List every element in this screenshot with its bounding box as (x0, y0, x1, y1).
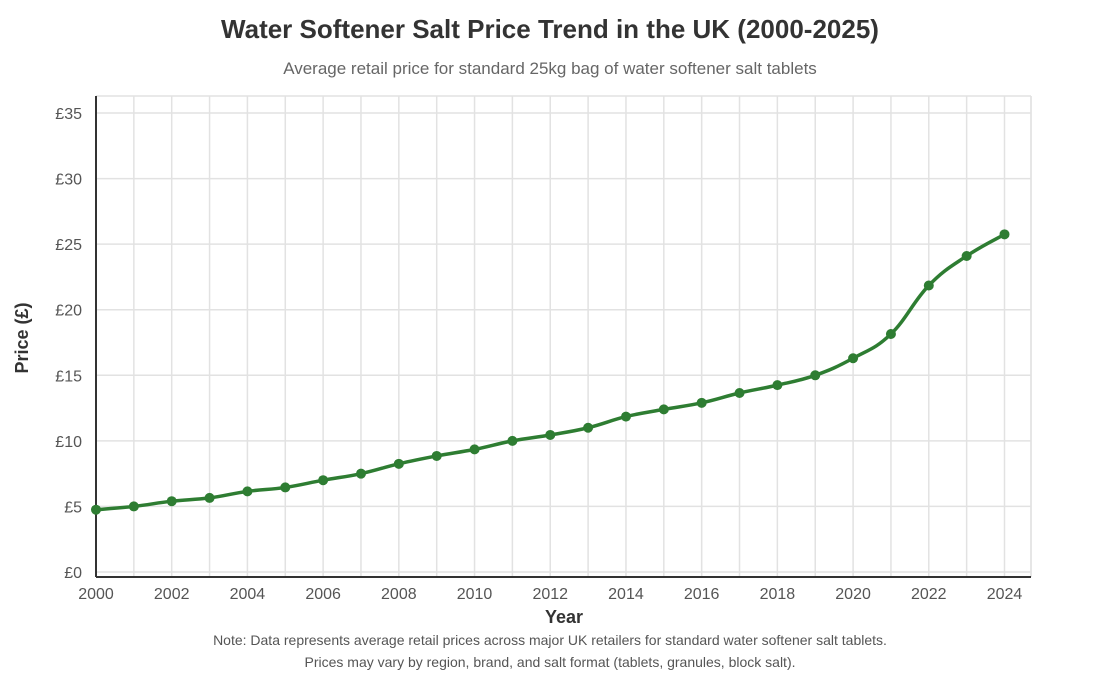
x-tick-label: 2020 (835, 586, 871, 603)
data-point[interactable] (545, 429, 556, 440)
y-axis-ticks: £0 £5 £10 £15 £20 £25 £30 £35 (55, 106, 82, 582)
data-point[interactable] (469, 444, 480, 455)
y-axis-label: Price (£) (12, 302, 32, 373)
data-point[interactable] (772, 380, 783, 391)
data-point[interactable] (204, 492, 215, 503)
chart-subtitle: Average retail price for standard 25kg b… (283, 59, 817, 78)
y-tick-label: £15 (55, 368, 82, 385)
grid-lines (96, 95, 1032, 577)
data-point[interactable] (923, 280, 934, 291)
x-tick-label: 2006 (305, 586, 341, 603)
chart-title: Water Softener Salt Price Trend in the U… (221, 14, 879, 44)
footnote-line-1: Note: Data represents average retail pri… (213, 632, 887, 648)
x-tick-label: 2008 (381, 586, 417, 603)
x-tick-label: 2018 (760, 586, 796, 603)
y-tick-label: £0 (64, 565, 82, 582)
x-tick-label: 2000 (78, 586, 114, 603)
axes (95, 96, 1031, 578)
data-point[interactable] (999, 229, 1010, 240)
data-point[interactable] (507, 435, 518, 446)
data-point[interactable] (658, 404, 669, 415)
y-tick-label: £30 (55, 172, 82, 189)
y-tick-label: £20 (55, 303, 82, 320)
x-tick-label: 2022 (911, 586, 947, 603)
data-point[interactable] (961, 250, 972, 261)
data-point[interactable] (355, 468, 366, 479)
data-point[interactable] (848, 353, 859, 364)
x-axis-ticks: 2000 2002 2004 2006 2008 2010 2012 2014 2016 2018… (78, 586, 1022, 603)
data-point[interactable] (583, 422, 594, 433)
data-point[interactable] (242, 486, 253, 497)
y-tick-label: £10 (55, 434, 82, 451)
data-point[interactable] (393, 458, 404, 469)
y-tick-label: £5 (64, 499, 82, 516)
x-axis-label: Year (545, 607, 583, 627)
data-point[interactable] (280, 482, 291, 493)
footnote-line-2: Prices may vary by region, brand, and sa… (304, 654, 796, 670)
data-point[interactable] (166, 496, 177, 507)
data-point[interactable] (810, 370, 821, 381)
data-point[interactable] (318, 475, 329, 486)
data-point[interactable] (734, 388, 745, 399)
x-tick-label: 2002 (154, 586, 190, 603)
y-tick-label: £25 (55, 237, 82, 254)
x-tick-label: 2004 (230, 586, 266, 603)
x-tick-label: 2016 (684, 586, 720, 603)
x-tick-label: 2024 (987, 586, 1023, 603)
x-tick-label: 2014 (608, 586, 644, 603)
series-group (91, 229, 1010, 515)
data-point[interactable] (91, 504, 101, 515)
data-point[interactable] (431, 450, 442, 461)
x-tick-label: 2010 (457, 586, 493, 603)
data-point[interactable] (620, 411, 631, 422)
data-point[interactable] (696, 397, 707, 408)
data-point[interactable] (885, 329, 896, 339)
y-tick-label: £35 (55, 106, 82, 123)
data-point[interactable] (128, 501, 139, 512)
x-tick-label: 2012 (532, 586, 568, 603)
